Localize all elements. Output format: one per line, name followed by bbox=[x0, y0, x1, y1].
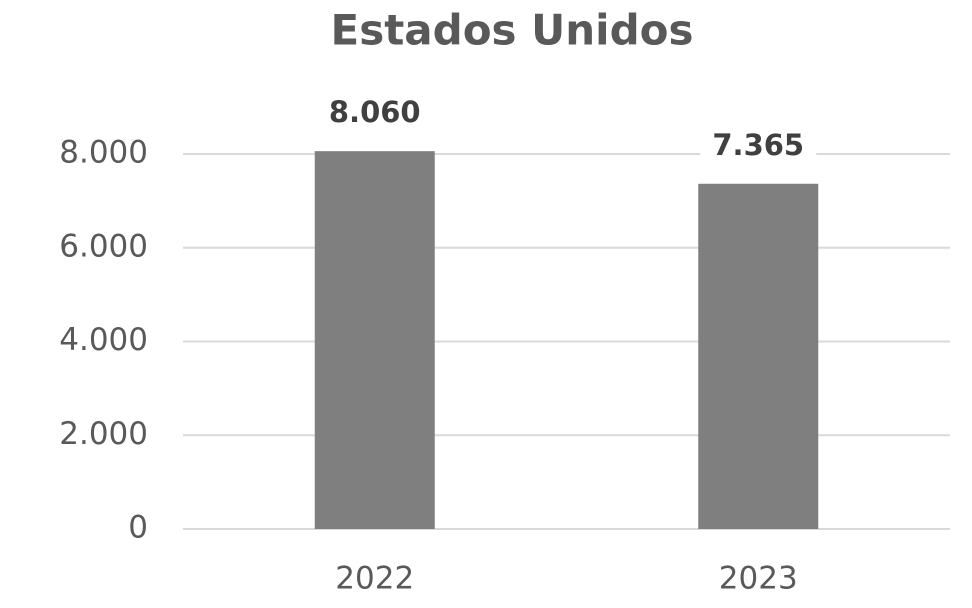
data-label: 7.365 bbox=[712, 128, 804, 162]
bar bbox=[314, 151, 435, 529]
label-background bbox=[700, 127, 817, 166]
bar bbox=[698, 183, 819, 529]
y-tick-label: 2.000 bbox=[59, 416, 148, 452]
y-tick-label: 0 bbox=[128, 510, 148, 546]
y-tick-label: 4.000 bbox=[59, 322, 148, 358]
x-tick-label: 2022 bbox=[335, 561, 414, 597]
y-tick-label: 6.000 bbox=[59, 228, 148, 264]
chart-title: Estados Unidos bbox=[331, 6, 694, 55]
label-background bbox=[316, 95, 433, 134]
data-label: 8.060 bbox=[329, 95, 421, 129]
x-tick-label: 2023 bbox=[719, 561, 798, 597]
y-tick-label: 8.000 bbox=[59, 135, 148, 171]
